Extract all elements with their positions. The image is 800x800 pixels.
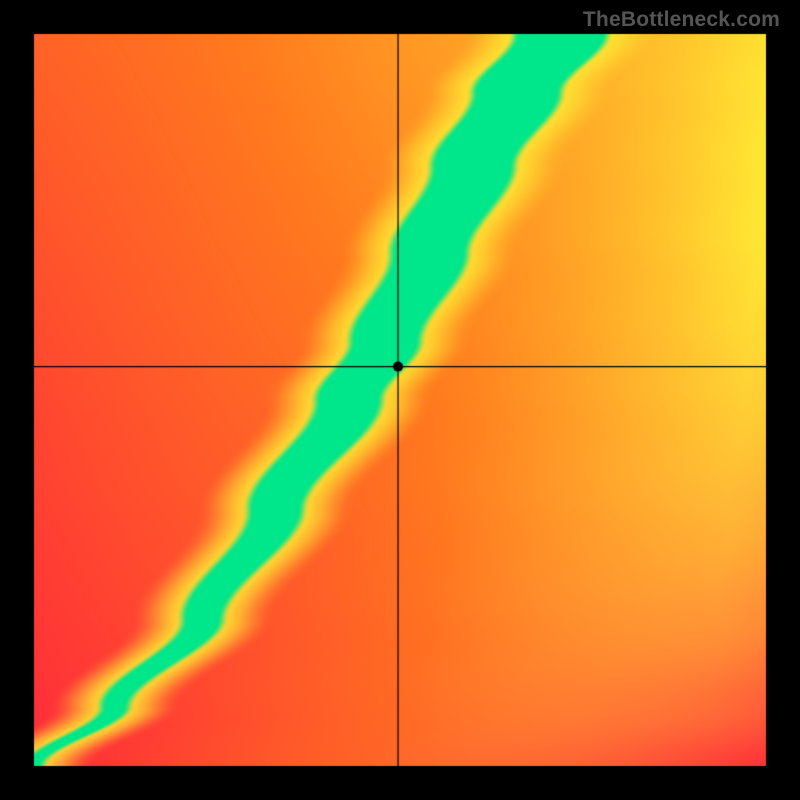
watermark-text: TheBottleneck.com <box>583 8 780 32</box>
bottleneck-heatmap-canvas <box>0 0 800 800</box>
